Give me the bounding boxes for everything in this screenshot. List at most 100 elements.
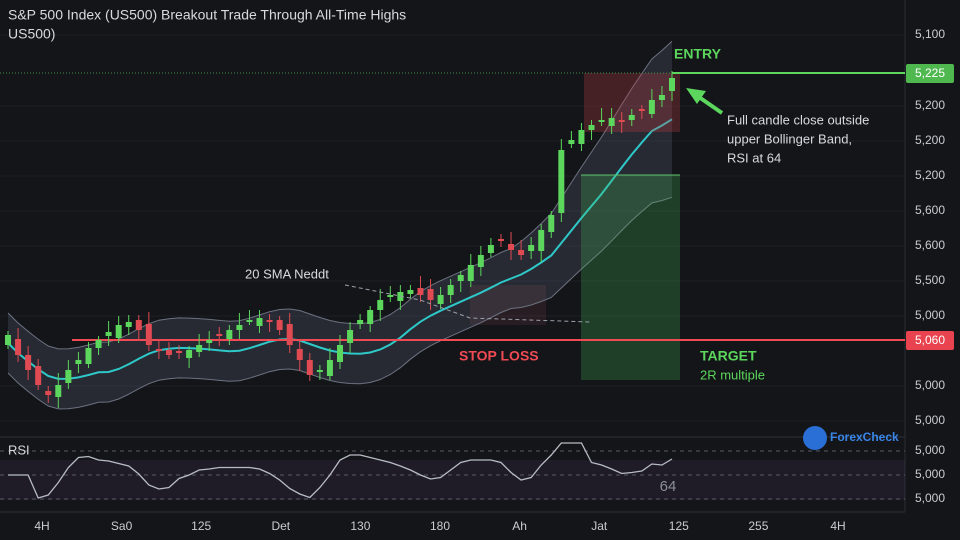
candle-body [377,300,384,310]
candle-body [357,320,364,324]
arrow-head [686,88,706,104]
price-label: 5,000 [915,378,945,392]
candle-body [447,285,454,295]
candle-body [347,330,354,343]
candle-body [658,95,665,100]
candle-body [518,250,525,255]
price-label: 5,500 [915,273,945,287]
time-label: 130 [350,519,370,533]
sma-pointer [344,284,591,323]
candle-body [75,360,82,364]
stop-tag [906,331,954,350]
candle-body [548,215,555,232]
candle-body [316,370,323,372]
stop-tag-label: 5,060 [915,333,945,347]
rsi-band [0,460,905,500]
candle-body [477,255,484,267]
candle-body [196,345,203,352]
target-sub: 2R multiple [700,367,765,382]
note-line: upper Bollinger Band, [727,131,852,146]
candle-body [578,130,585,144]
entry-label: ENTRY [674,46,722,62]
candle-body [135,320,142,330]
subtitle: US500) [8,26,55,42]
title: S&P 500 Index (US500) Breakout Trade Thr… [8,7,406,23]
price-label: 5,200 [915,133,945,147]
candle-body [487,245,494,253]
time-label: 4H [830,519,845,533]
price-label: 5,200 [915,168,945,182]
candle-body [15,339,22,355]
logo: ForexCheck [830,430,899,444]
rsi-axis-label: 5,000 [915,491,945,505]
grid [0,34,905,500]
candle-body [337,345,343,362]
note-line: Full candle close outside [727,112,869,127]
candle-body [216,334,223,336]
time-label: 4H [34,519,49,533]
rsi-pane [8,442,673,499]
candle-body [165,350,172,355]
candle-body [35,366,42,385]
candle-body [155,349,162,351]
price-label: 5,600 [915,203,945,217]
candle-body [206,340,213,343]
candle-body [669,78,675,91]
candle-body [236,325,243,330]
candle-body [467,265,474,281]
candle-body [45,391,52,395]
candle-body [417,288,424,295]
target-zone [581,175,680,380]
candle-body [558,150,565,213]
candle-body [367,310,374,324]
rsi-line [8,442,673,499]
band-lower [7,196,673,410]
candle-body [437,295,444,304]
candle-body [85,348,92,364]
candle-body [407,290,414,294]
entry-tag [906,64,954,83]
candle-body [306,360,313,375]
candle-body [538,230,545,251]
target-label: TARGET [700,348,757,364]
candle-body [256,318,263,326]
rsi-axis-label: 5,000 [915,467,945,481]
candle-body [588,125,595,130]
note-line: RSI at 64 [727,150,781,165]
price-label: 5,000 [915,308,945,322]
candle-body [387,295,394,297]
candle-body [25,355,32,370]
candles [5,71,675,408]
candle-body [246,320,253,322]
candle-body [65,370,72,383]
candle-body [638,109,645,111]
candle-body [296,349,303,360]
rsi-label: RSI [8,442,30,457]
time-label: Ah [512,519,527,533]
entry-tag-label: 5,225 [915,66,945,80]
candle-body [497,239,504,241]
candle-body [286,324,293,345]
time-label: 125 [191,519,211,533]
candle-body [5,335,11,345]
rsi-value: 64 [660,478,677,495]
candle-body [55,385,62,397]
price-label: 5,000 [915,413,945,427]
candle-body [95,340,102,348]
candle-body [105,332,112,336]
logo-icon [803,426,827,450]
candle-body [115,325,122,338]
sma-label: 20 SMA Neddt [245,266,329,281]
price-label: 5,100 [915,27,945,41]
time-label: Sa0 [111,519,133,533]
candle-body [145,324,152,345]
candle-body [276,320,283,330]
candle-body [427,289,434,300]
time-label: 125 [669,519,689,533]
candle-body [176,351,183,353]
candle-body [598,120,605,122]
candle-body [528,245,535,251]
candle-body [618,120,625,122]
